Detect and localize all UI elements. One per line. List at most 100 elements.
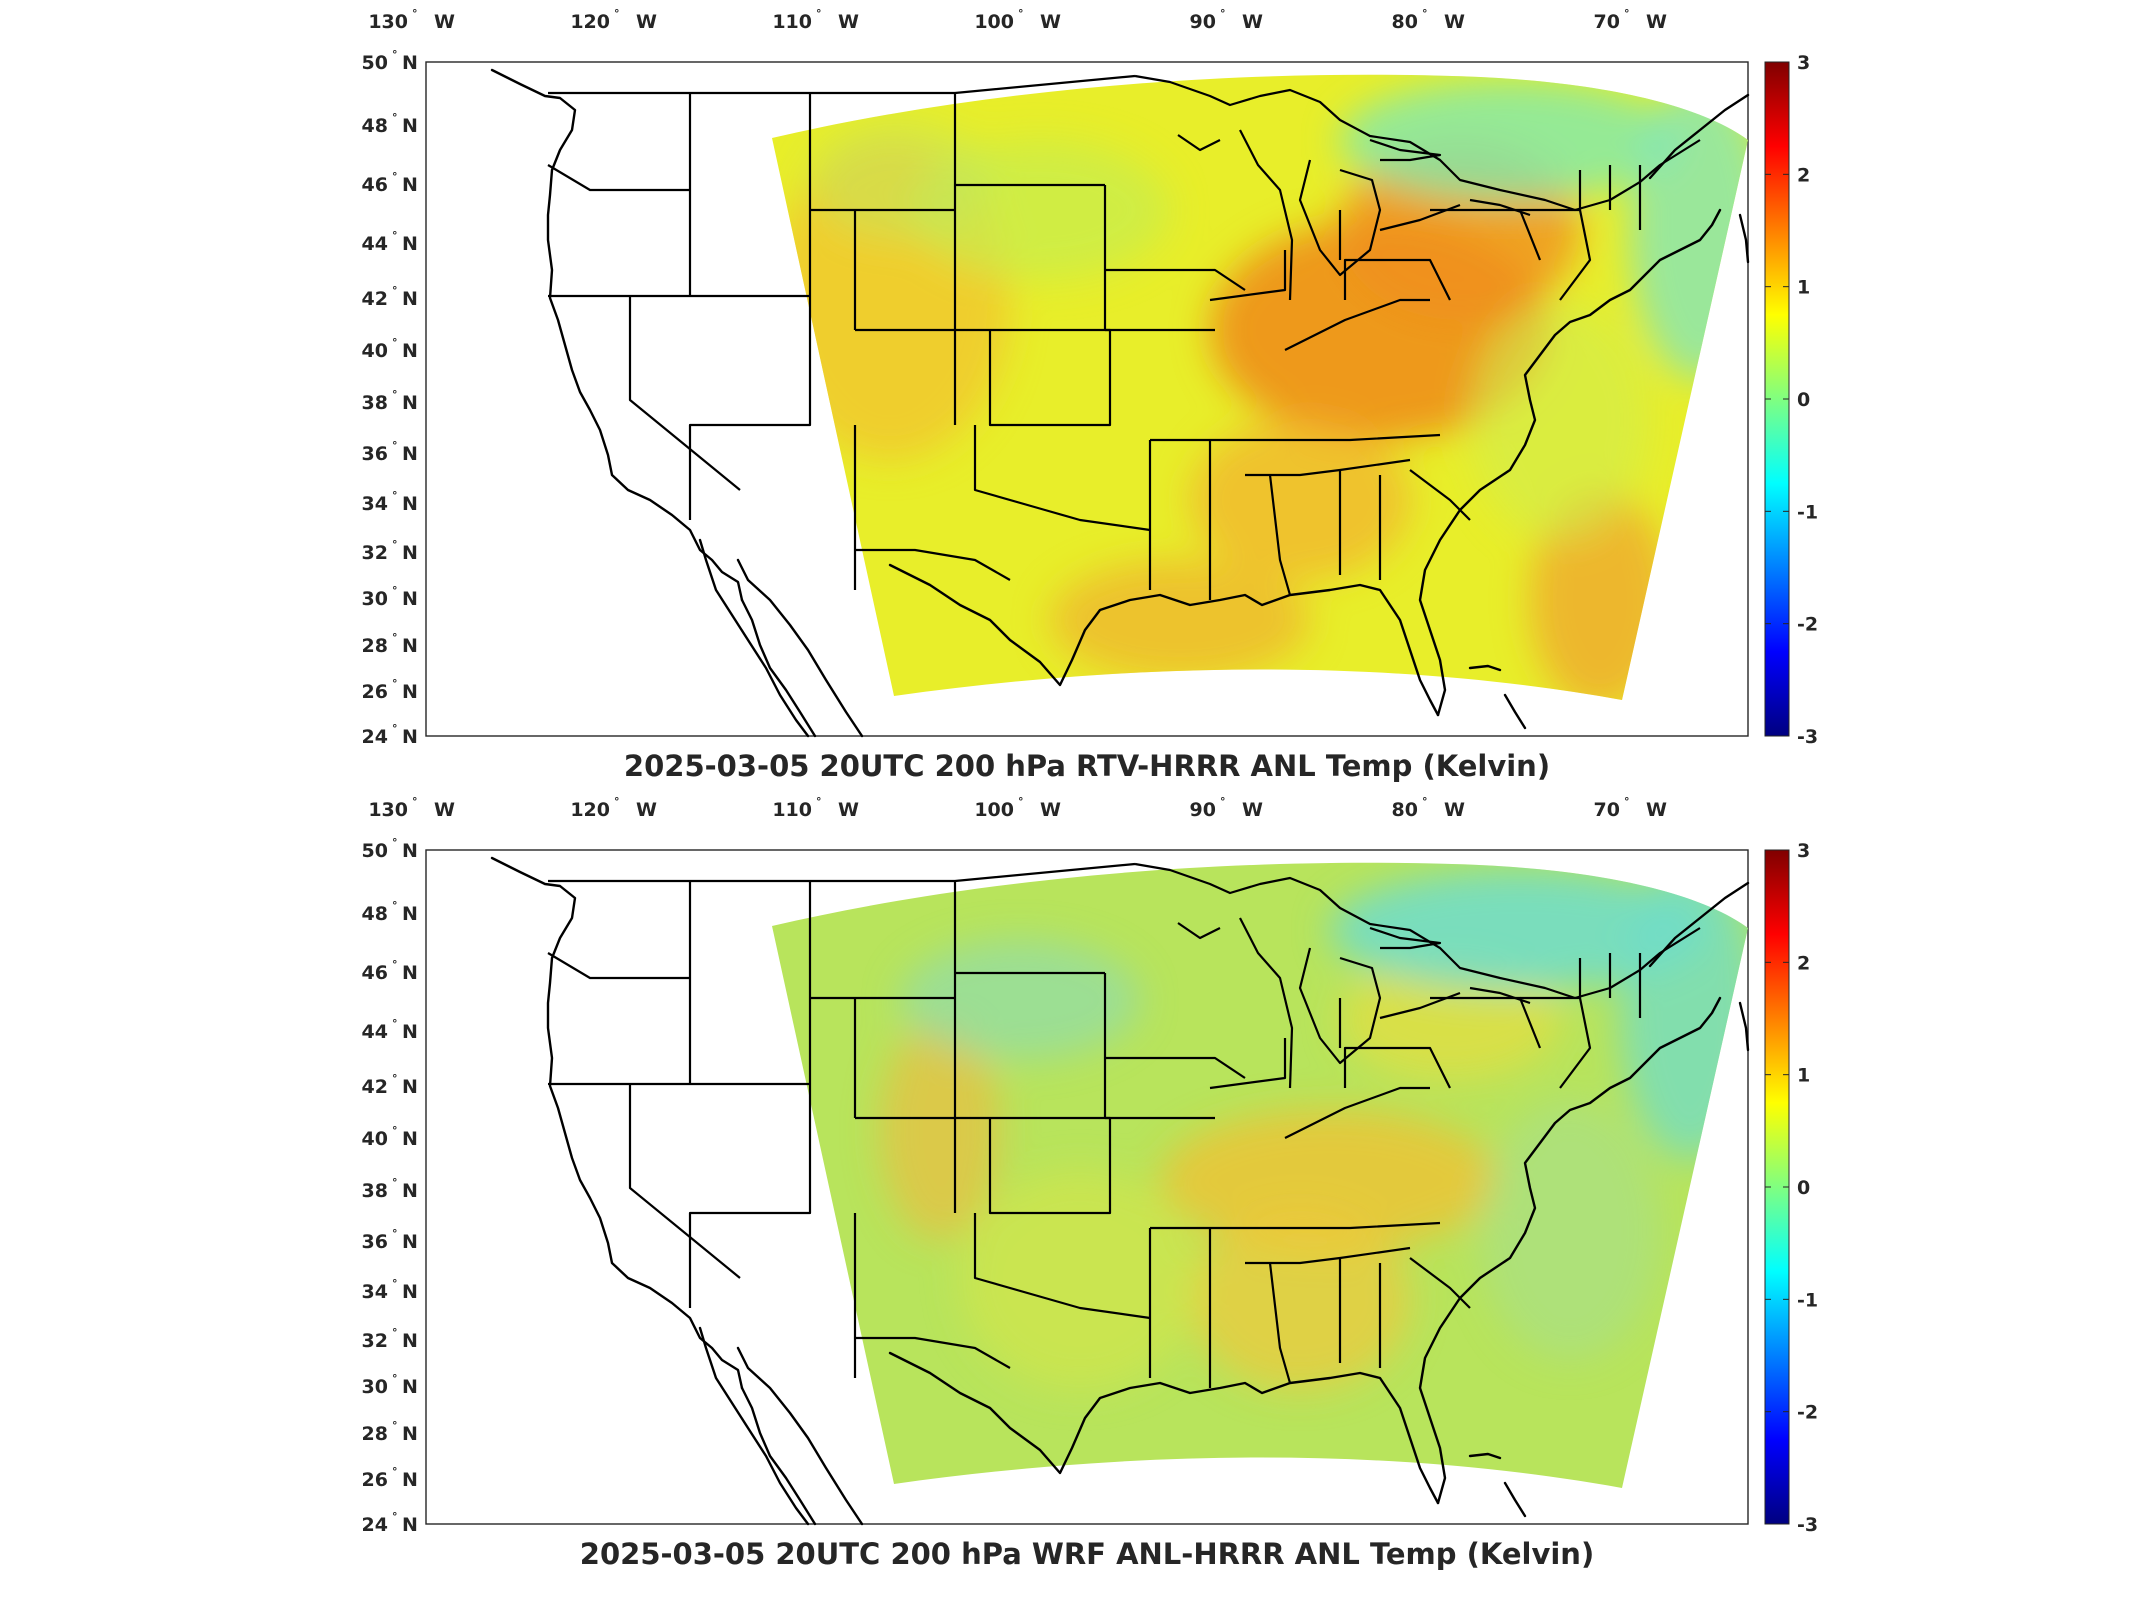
colorbar-tick-label: -3 bbox=[1797, 1514, 1818, 1536]
map-panel-bottom: 130 ° W 120 ° W 110 ° W 100 ° W 90 ° W 80 ° W 70 ° W 50 ° N 48 °… bbox=[362, 795, 1750, 1571]
svg-text:°: ° bbox=[816, 795, 822, 808]
lat-label: 28 ° N bbox=[362, 1419, 418, 1445]
svg-text:°: ° bbox=[1422, 7, 1428, 20]
svg-text:N: N bbox=[402, 233, 418, 255]
svg-text:°: ° bbox=[392, 1419, 398, 1432]
svg-text:N: N bbox=[402, 1423, 418, 1445]
svg-text:°: ° bbox=[392, 111, 398, 124]
svg-text:N: N bbox=[402, 392, 418, 414]
svg-text:W: W bbox=[434, 799, 455, 821]
lat-label: 46 ° N bbox=[362, 958, 418, 984]
svg-text:46: 46 bbox=[362, 962, 388, 984]
svg-text:N: N bbox=[402, 115, 418, 137]
svg-text:N: N bbox=[402, 903, 418, 925]
svg-text:N: N bbox=[402, 1376, 418, 1398]
colorbar-tick-label: 1 bbox=[1797, 1065, 1810, 1087]
svg-text:50: 50 bbox=[362, 840, 388, 862]
panel-title-bottom: 2025-03-05 20UTC 200 hPa WRF ANL-HRRR AN… bbox=[580, 1537, 1594, 1571]
lat-label: 48 ° N bbox=[362, 899, 418, 925]
svg-text:W: W bbox=[1040, 11, 1061, 33]
svg-text:N: N bbox=[402, 588, 418, 610]
colorbar-bottom: 3 2 1 0 -1 -2 -3 bbox=[1764, 840, 1818, 1536]
svg-text:N: N bbox=[402, 1330, 418, 1352]
svg-text:N: N bbox=[402, 840, 418, 862]
lat-label: 26 ° N bbox=[362, 677, 418, 703]
svg-text:130: 130 bbox=[368, 11, 408, 33]
lat-label: 34 ° N bbox=[362, 1277, 418, 1303]
colorbar-top: 3 2 1 0 -1 -2 -3 bbox=[1764, 52, 1818, 748]
svg-text:°: ° bbox=[1018, 7, 1024, 20]
svg-text:N: N bbox=[402, 635, 418, 657]
svg-text:W: W bbox=[636, 11, 657, 33]
lat-labels-top: 50 ° N 48 ° N 46 ° N 44 ° N 42 ° N 40 ° N 38 ° N 36 ° N 34 ° N 32 ° N… bbox=[362, 48, 418, 748]
svg-text:°: ° bbox=[392, 48, 398, 61]
colorbar-tick-label: -1 bbox=[1797, 501, 1818, 523]
svg-text:°: ° bbox=[392, 170, 398, 183]
svg-text:°: ° bbox=[614, 795, 620, 808]
svg-text:°: ° bbox=[392, 388, 398, 401]
svg-text:40: 40 bbox=[362, 1128, 388, 1150]
svg-text:°: ° bbox=[392, 722, 398, 735]
svg-text:110: 110 bbox=[772, 799, 812, 821]
svg-text:70: 70 bbox=[1594, 799, 1620, 821]
svg-text:24: 24 bbox=[362, 1514, 388, 1536]
lat-label: 32 ° N bbox=[362, 1326, 418, 1352]
svg-text:N: N bbox=[402, 1076, 418, 1098]
map-panel-top: 130 ° W 120 ° W 110 ° W 100 ° W 90 ° W 80 ° W 70 ° W 50 ° N 48 °… bbox=[362, 7, 1750, 783]
lat-label: 24 ° N bbox=[362, 1510, 418, 1536]
lon-label: 130 ° W bbox=[368, 795, 455, 821]
lat-label: 50 ° N bbox=[362, 48, 418, 74]
lon-label: 100 ° W bbox=[974, 795, 1061, 821]
colorbar-tick-label: 3 bbox=[1797, 52, 1810, 74]
svg-text:°: ° bbox=[392, 489, 398, 502]
svg-text:°: ° bbox=[392, 229, 398, 242]
svg-text:W: W bbox=[1444, 11, 1465, 33]
svg-text:N: N bbox=[402, 962, 418, 984]
svg-text:°: ° bbox=[1624, 7, 1630, 20]
svg-text:50: 50 bbox=[362, 52, 388, 74]
lat-label: 36 ° N bbox=[362, 1227, 418, 1253]
svg-text:30: 30 bbox=[362, 1376, 388, 1398]
svg-text:W: W bbox=[1242, 799, 1263, 821]
svg-text:W: W bbox=[1040, 799, 1061, 821]
lon-label: 120 ° W bbox=[570, 795, 657, 821]
colorbar-tick-label: 2 bbox=[1797, 164, 1810, 186]
colorbar-tick-label: -3 bbox=[1797, 726, 1818, 748]
svg-text:120: 120 bbox=[570, 11, 610, 33]
svg-text:44: 44 bbox=[362, 1021, 388, 1043]
lat-label: 24 ° N bbox=[362, 722, 418, 748]
lat-label: 26 ° N bbox=[362, 1465, 418, 1491]
geography-lines bbox=[490, 856, 1750, 1526]
svg-text:°: ° bbox=[392, 899, 398, 912]
svg-text:°: ° bbox=[1422, 795, 1428, 808]
svg-text:W: W bbox=[1242, 11, 1263, 33]
svg-text:26: 26 bbox=[362, 681, 388, 703]
svg-text:°: ° bbox=[392, 1277, 398, 1290]
lat-label: 34 ° N bbox=[362, 489, 418, 515]
svg-text:N: N bbox=[402, 1021, 418, 1043]
svg-text:30: 30 bbox=[362, 588, 388, 610]
map-frame bbox=[425, 61, 1749, 737]
lat-label: 38 ° N bbox=[362, 388, 418, 414]
colorbar-tick-label: -2 bbox=[1797, 614, 1818, 636]
svg-text:°: ° bbox=[392, 677, 398, 690]
lat-labels-bottom: 50 ° N 48 ° N 46 ° N 44 ° N 42 ° N 40 ° N 38 ° N 36 ° N 34 ° N 32 ° N… bbox=[362, 836, 418, 1536]
svg-text:°: ° bbox=[392, 284, 398, 297]
svg-text:°: ° bbox=[392, 958, 398, 971]
lon-label: 90 ° W bbox=[1190, 7, 1263, 33]
lat-label: 50 ° N bbox=[362, 836, 418, 862]
svg-text:34: 34 bbox=[362, 1281, 388, 1303]
colorbar-tick-label: 1 bbox=[1797, 277, 1810, 299]
svg-text:38: 38 bbox=[362, 392, 388, 414]
svg-text:°: ° bbox=[412, 7, 418, 20]
svg-text:44: 44 bbox=[362, 233, 388, 255]
field-bottom bbox=[772, 862, 1748, 1488]
colorbar-tick-label: 2 bbox=[1797, 952, 1810, 974]
svg-text:90: 90 bbox=[1190, 11, 1216, 33]
svg-text:N: N bbox=[402, 288, 418, 310]
lon-label: 90 ° W bbox=[1190, 795, 1263, 821]
svg-text:100: 100 bbox=[974, 11, 1014, 33]
colorbar-tick-label: -1 bbox=[1797, 1289, 1818, 1311]
field-top bbox=[772, 74, 1748, 700]
map-frame bbox=[425, 849, 1749, 1525]
